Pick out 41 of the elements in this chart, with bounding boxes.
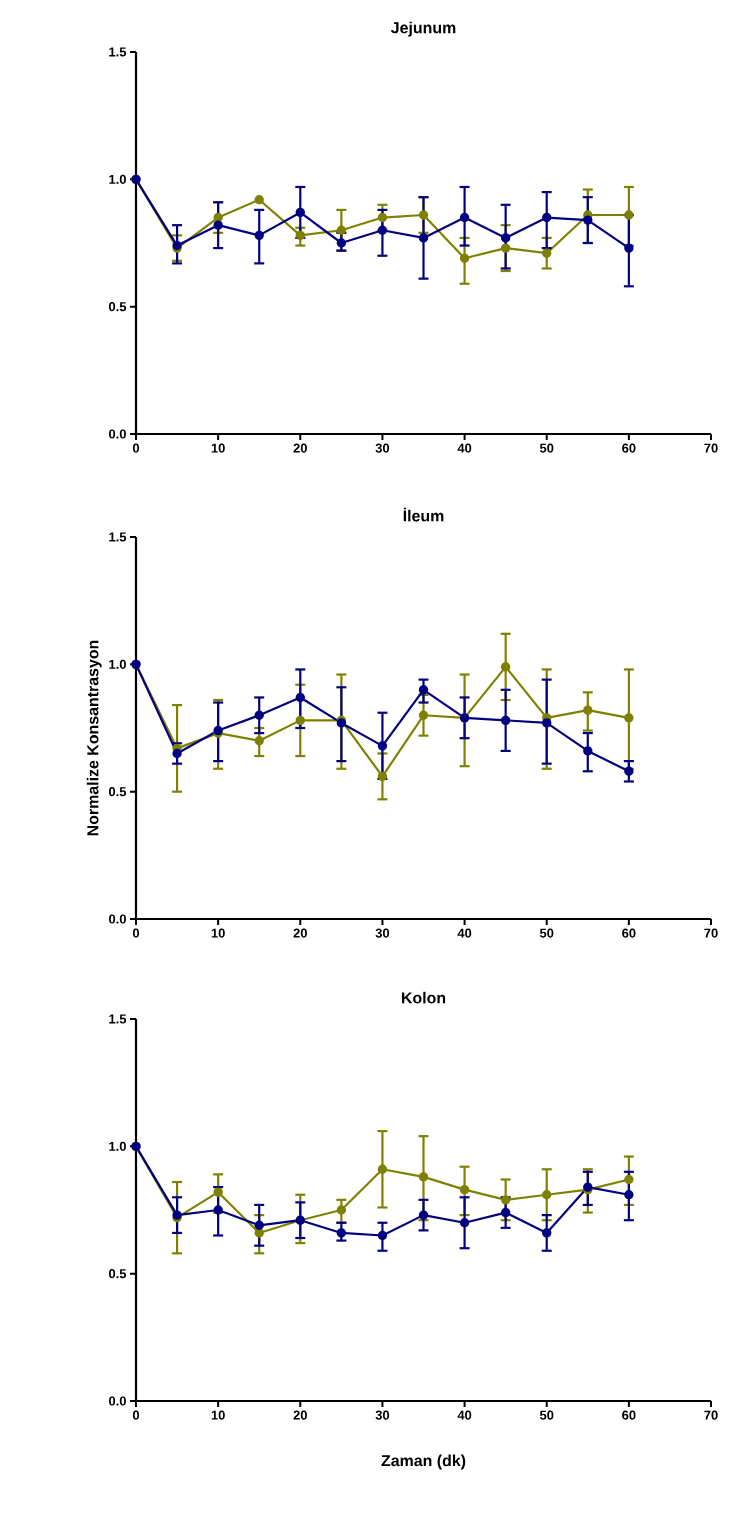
x-tick-label: 10 — [211, 443, 225, 453]
x-tick-label: 20 — [293, 443, 307, 453]
x-tick-label: 70 — [704, 928, 718, 938]
x-tick-label: 40 — [457, 443, 472, 453]
x-tick-label: 60 — [622, 1410, 636, 1420]
x-tick-label: 30 — [375, 443, 390, 453]
x-tick-label: 10 — [211, 1410, 225, 1420]
y-tick-label: 0.0 — [108, 429, 126, 439]
x-tick-label: 0 — [132, 443, 140, 453]
x-tick-label: 60 — [622, 928, 636, 938]
y-tick-label: 1.5 — [109, 47, 127, 57]
y-tick-label: 0.5 — [108, 302, 127, 312]
y-tick-label: 0.5 — [108, 1269, 127, 1279]
y-tick-label: 1.0 — [109, 659, 126, 669]
y-tick-label: 0.5 — [108, 787, 127, 797]
x-tick-label: 50 — [539, 928, 554, 938]
chart-title: İleum — [403, 507, 444, 522]
x-tick-label: 30 — [375, 1410, 390, 1420]
x-tick-label: 20 — [293, 928, 307, 938]
y-axis-title: Normalize Konsantrasyon — [86, 640, 102, 836]
y-tick-label: 0.0 — [108, 914, 126, 924]
x-tick-label: 50 — [539, 1410, 554, 1420]
x-tick-label: 70 — [704, 443, 718, 453]
y-tick-label: 1.5 — [109, 532, 127, 542]
y-tick-label: 1.0 — [109, 1141, 126, 1151]
x-tick-label: 0 — [132, 928, 140, 938]
x-tick-label: 50 — [539, 443, 554, 453]
y-tick-label: 1.0 — [109, 174, 126, 184]
y-tick-label: 0.0 — [108, 1396, 126, 1406]
x-tick-label: 70 — [704, 1410, 718, 1420]
x-tick-label: 40 — [457, 1410, 472, 1420]
chart-title: Kolon — [401, 991, 446, 1004]
x-tick-label: 40 — [457, 928, 472, 938]
x-tick-label: 60 — [622, 443, 636, 453]
x-tick-label: 30 — [375, 928, 390, 938]
x-tick-label: 0 — [132, 1410, 140, 1420]
chart-title: Jejunum — [390, 21, 456, 37]
y-tick-label: 1.5 — [109, 1014, 127, 1024]
x-axis-title: Zaman (dk) — [381, 1454, 466, 1470]
x-tick-label: 10 — [211, 928, 225, 938]
x-tick-label: 20 — [293, 1410, 307, 1420]
